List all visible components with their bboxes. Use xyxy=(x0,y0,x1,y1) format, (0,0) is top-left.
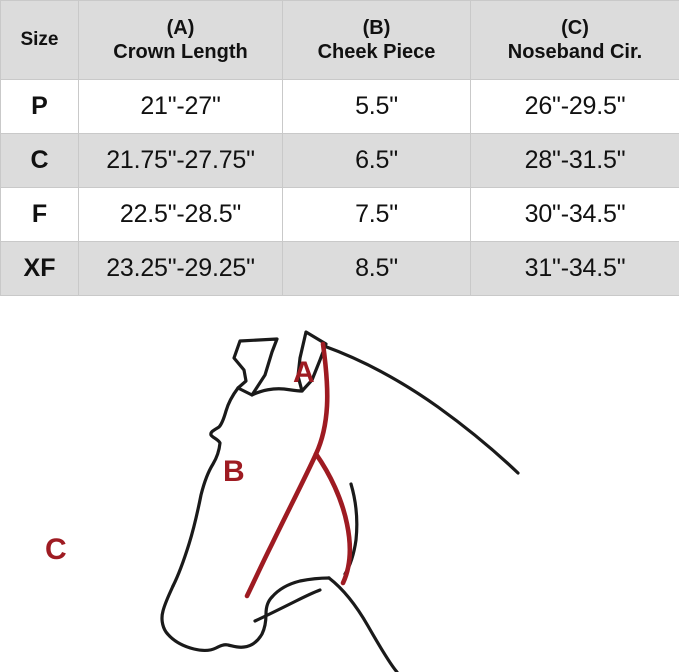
measure-label-b: B xyxy=(223,455,245,488)
column-header-noseband-cir-code: (C) xyxy=(471,16,679,40)
cell-size: C xyxy=(1,134,79,188)
table-body: P 21"-27" 5.5" 26"-29.5" C 21.75"-27.75"… xyxy=(1,80,679,296)
measure-label-c: C xyxy=(45,533,67,566)
horse-chin-groove-line xyxy=(255,590,320,621)
table-row: XF 23.25"-29.25" 8.5" 31"-34.5" xyxy=(1,242,679,296)
horse-jaw-outline xyxy=(272,578,329,597)
cell-noseband-cir: 31"-34.5" xyxy=(471,242,679,296)
table-row: C 21.75"-27.75" 6.5" 28"-31.5" xyxy=(1,134,679,188)
horse-head-illustration: A B C xyxy=(0,296,679,672)
table-header-row: Size (A) Crown Length (B) Cheek Piece (C… xyxy=(1,1,679,80)
cell-crown-length: 22.5"-28.5" xyxy=(79,188,283,242)
horse-poll-outline xyxy=(252,389,302,395)
horse-muzzle-outline xyxy=(162,586,272,650)
measure-line-crown-a xyxy=(316,344,327,454)
cell-noseband-cir: 26"-29.5" xyxy=(471,80,679,134)
cell-noseband-cir: 28"-31.5" xyxy=(471,134,679,188)
cell-crown-length: 23.25"-29.25" xyxy=(79,242,283,296)
column-header-crown-length-label: Crown Length xyxy=(79,40,282,64)
cell-crown-length: 21"-27" xyxy=(79,80,283,134)
column-header-cheek-piece-label: Cheek Piece xyxy=(283,40,470,64)
column-header-cheek-piece: (B) Cheek Piece xyxy=(283,1,471,80)
cell-size: F xyxy=(1,188,79,242)
column-header-size: Size xyxy=(1,1,79,80)
horse-crest-mane-line xyxy=(324,346,518,473)
column-header-size-label: Size xyxy=(20,29,58,50)
table-row: F 22.5"-28.5" 7.5" 30"-34.5" xyxy=(1,188,679,242)
column-header-crown-length: (A) Crown Length xyxy=(79,1,283,80)
column-header-noseband-cir-label: Noseband Cir. xyxy=(471,40,679,64)
horse-left-ear-outline xyxy=(234,339,277,395)
column-header-noseband-cir: (C) Noseband Cir. xyxy=(471,1,679,80)
cell-noseband-cir: 30"-34.5" xyxy=(471,188,679,242)
table-header: Size (A) Crown Length (B) Cheek Piece (C… xyxy=(1,1,679,80)
cell-size: XF xyxy=(1,242,79,296)
column-header-cheek-piece-code: (B) xyxy=(283,16,470,40)
cell-cheek-piece: 8.5" xyxy=(283,242,471,296)
cell-cheek-piece: 7.5" xyxy=(283,188,471,242)
cell-size: P xyxy=(1,80,79,134)
cell-cheek-piece: 6.5" xyxy=(283,134,471,188)
table-row: P 21"-27" 5.5" 26"-29.5" xyxy=(1,80,679,134)
horse-neck-line xyxy=(329,578,397,672)
horse-head-diagram: A B C xyxy=(0,296,679,672)
cell-crown-length: 21.75"-27.75" xyxy=(79,134,283,188)
measure-line-cheek-b xyxy=(247,454,316,596)
cell-cheek-piece: 5.5" xyxy=(283,80,471,134)
measure-line-cheek-outer-curve xyxy=(316,454,350,583)
size-chart-table: Size (A) Crown Length (B) Cheek Piece (C… xyxy=(0,0,679,296)
column-header-crown-length-code: (A) xyxy=(79,16,282,40)
measure-label-a: A xyxy=(293,356,315,389)
